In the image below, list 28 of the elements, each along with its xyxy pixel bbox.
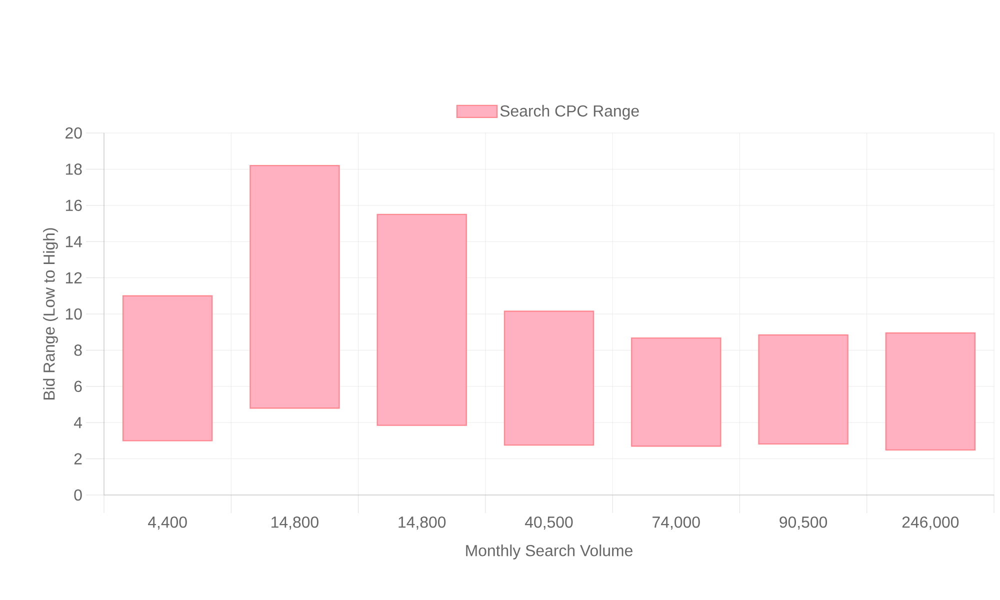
y-tick-label: 10 [66,308,82,320]
bar [376,214,467,426]
bar [758,334,848,445]
y-tick-label: 2 [74,453,82,464]
legend-label: Search CPC Range [500,104,639,120]
bar [504,310,594,446]
bar [122,295,213,442]
x-tick-label: 74,000 [652,516,700,530]
y-tick-label: 14 [66,236,82,248]
x-tick-label: 40,500 [524,516,573,530]
y-tick-label: 4 [74,417,82,428]
y-tick-label: 8 [74,344,82,356]
x-tick-label: 246,000 [902,516,959,530]
y-tick-label: 12 [66,272,82,284]
x-tick-label: 4,400 [148,516,187,530]
x-tick-label: 90,500 [780,516,828,530]
y-tick-label: 16 [66,200,82,212]
y-axis-title: Bid Range (Low to High) [43,228,58,400]
x-tick-label: 14,800 [398,516,446,530]
y-tick-label: 20 [66,127,82,139]
bar [250,164,340,409]
bar [885,332,976,451]
x-tick-label: 14,800 [272,516,318,530]
x-axis-title: Monthly Search Volume [466,544,632,560]
y-tick-label: 0 [74,489,82,501]
y-tick-label: 18 [66,164,82,175]
bar [631,337,722,447]
y-tick-label: 6 [74,380,82,392]
